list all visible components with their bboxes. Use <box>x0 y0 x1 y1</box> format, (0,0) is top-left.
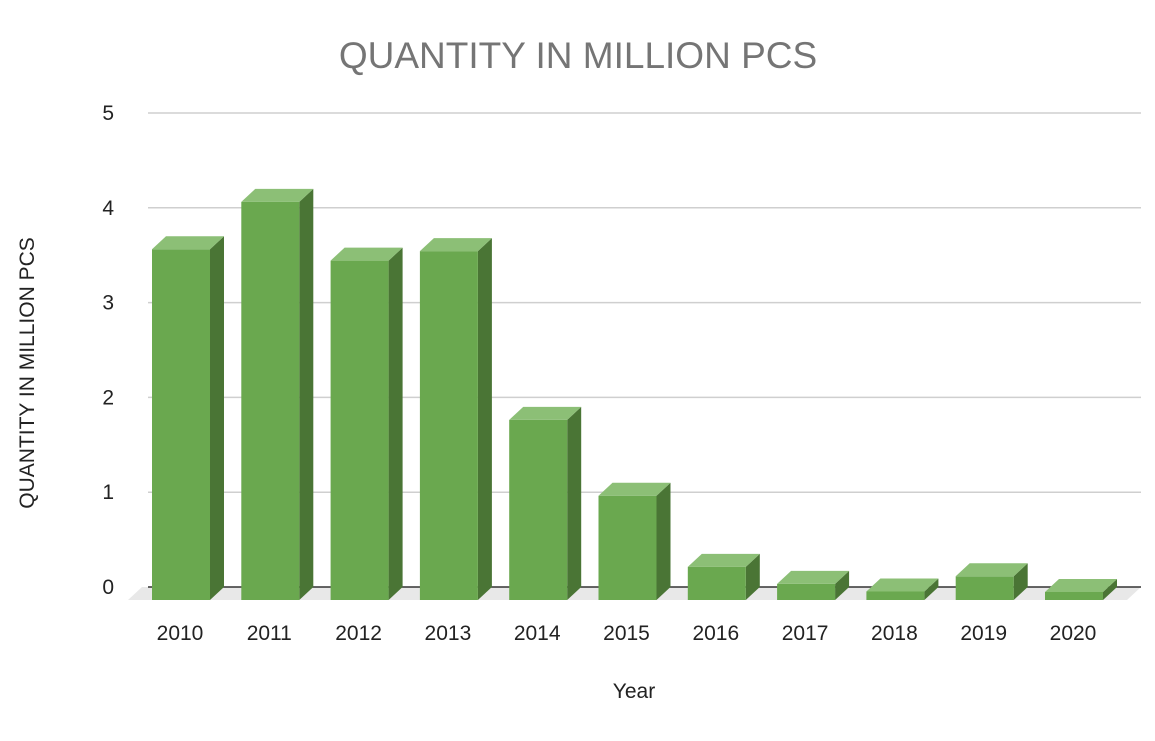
x-axis-ticks: 2010 2011 2012 2013 2014 2015 2016 2017 2018 2019… <box>157 622 1097 645</box>
bar <box>1045 579 1117 600</box>
bar-front <box>688 567 746 600</box>
x-tick-label: 2014 <box>514 622 561 645</box>
bar <box>331 248 403 600</box>
bar <box>688 554 760 600</box>
bar-side <box>657 483 671 600</box>
bar-front <box>599 496 657 600</box>
x-tick-label: 2013 <box>425 622 472 645</box>
bar-side <box>478 238 492 600</box>
x-tick-label: 2017 <box>782 622 829 645</box>
x-tick-label: 2012 <box>335 622 382 645</box>
bar-side <box>210 236 224 600</box>
bar-front <box>241 202 299 600</box>
bar <box>777 571 849 600</box>
bar-side <box>389 248 403 600</box>
x-axis-title: Year <box>613 680 655 703</box>
y-tick-label: 0 <box>102 576 114 599</box>
x-tick-label: 2019 <box>960 622 1007 645</box>
bar-front <box>331 261 389 600</box>
bar <box>599 483 671 600</box>
bar-front <box>152 249 210 600</box>
bar <box>152 236 224 600</box>
bar <box>420 238 492 600</box>
bar <box>866 578 938 600</box>
y-axis-title: QUANTITY IN MILLION PCS <box>16 237 39 509</box>
x-tick-label: 2016 <box>692 622 739 645</box>
y-tick-label: 2 <box>102 386 114 409</box>
y-axis-ticks: 0 1 2 3 4 5 <box>102 102 114 599</box>
x-tick-label: 2018 <box>871 622 918 645</box>
bars <box>152 189 1117 600</box>
x-tick-label: 2011 <box>247 622 292 645</box>
bar-front <box>777 584 835 600</box>
bar-side <box>299 189 313 600</box>
bar-front <box>956 576 1014 600</box>
bar-front <box>509 420 567 600</box>
y-tick-label: 1 <box>102 481 114 504</box>
bar <box>956 563 1028 600</box>
y-tick-label: 4 <box>102 197 114 220</box>
x-tick-label: 2015 <box>603 622 650 645</box>
bar-front <box>866 591 924 600</box>
bar <box>241 189 313 600</box>
y-tick-label: 3 <box>102 292 114 315</box>
bar <box>509 407 581 600</box>
bar-front <box>420 251 478 600</box>
x-tick-label: 2010 <box>157 622 204 645</box>
bar-front <box>1045 592 1103 600</box>
chart-title: QUANTITY IN MILLION PCS <box>339 35 817 76</box>
bar-side <box>567 407 581 600</box>
y-tick-label: 5 <box>102 102 114 125</box>
x-tick-label: 2020 <box>1050 622 1097 645</box>
